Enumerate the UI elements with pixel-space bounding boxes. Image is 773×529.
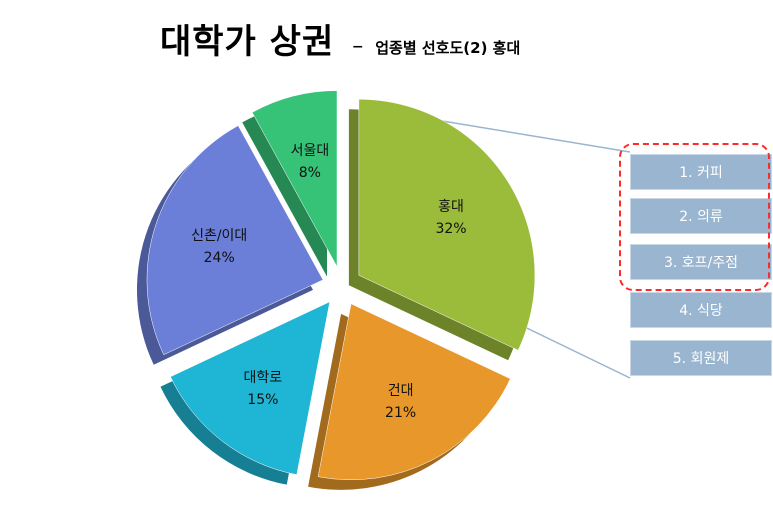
title-dash: – [352,34,364,59]
slice-percent-label: 24% [204,250,235,266]
preference-item-5: 5. 회원제 [630,340,772,376]
preference-item-2: 2. 의류 [630,198,772,234]
pie-slice-3: 대학로 15% [160,301,331,485]
slice-name-label: 대학로 [244,370,283,386]
slice-percent-label: 15% [247,392,278,408]
pie-slice-2: 건대 21% [308,303,511,490]
slice-name-label: 홍대 [438,199,464,215]
pie-slice-face [358,99,536,351]
pie-slice-face [170,301,331,475]
slice-name-label: 신촌/이대 [191,228,247,244]
slice-percent-label: 8% [299,165,321,181]
slice-name-label: 서울대 [291,143,330,159]
title-row: 대학가 상권 – 업종별 선호도(2) 홍대 [160,14,521,62]
pie-slice-5: 서울대 8% [242,90,338,277]
slice-name-label: 건대 [388,383,414,399]
pie-slice-face [146,125,324,356]
pie-slice-face [251,90,338,267]
pie-slice-1: 홍대 32% [348,99,536,361]
slice-percent-label: 32% [435,221,466,237]
preference-item-1: 1. 커피 [630,154,772,190]
preference-item-4: 4. 식당 [630,292,772,328]
page-title: 대학가 상권 [160,22,335,62]
preference-item-3: 3. 호프/주점 [630,244,772,280]
slice-percent-label: 21% [385,405,416,421]
pie-slice-face [317,303,511,481]
page-subtitle: 업종별 선호도(2) 홍대 [375,39,521,57]
pie-slice-4: 신촌/이대 24% [136,125,324,365]
